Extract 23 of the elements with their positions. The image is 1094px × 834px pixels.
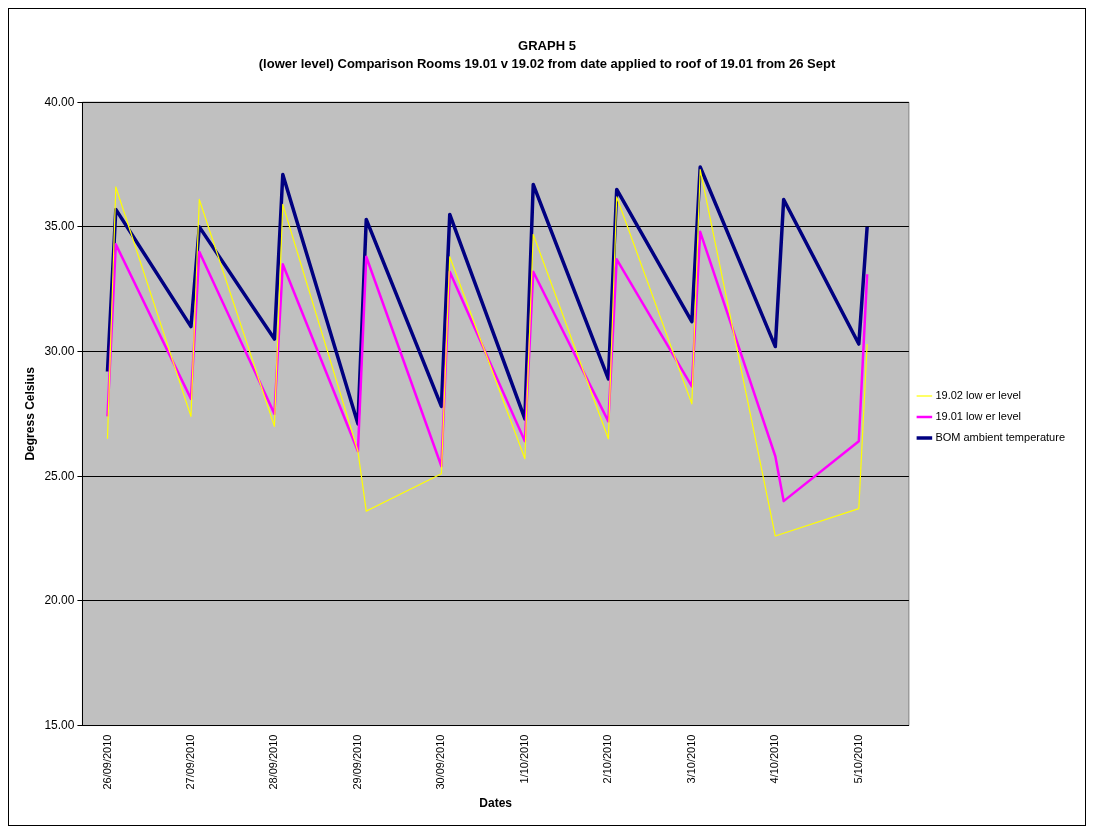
y-tick-label: 30.00 <box>44 343 75 358</box>
x-tick-label: 29/09/2010 <box>350 734 363 790</box>
y-tick-label: 35.00 <box>44 219 75 234</box>
x-tick-label: 28/09/2010 <box>267 734 280 790</box>
x-tick-label: 26/09/2010 <box>100 734 113 790</box>
x-tick-label: 1/10/2010 <box>517 734 530 784</box>
y-tick-label: 25.00 <box>44 468 75 483</box>
x-tick-label: 2/10/2010 <box>601 734 614 784</box>
x-tick-label: 4/10/2010 <box>768 734 781 784</box>
y-axis-title: Degress Celsius <box>22 366 37 461</box>
y-tick-label: 20.00 <box>44 593 75 608</box>
x-tick-label: 30/09/2010 <box>434 734 447 790</box>
chart-title: GRAPH 5 <box>518 38 576 54</box>
x-tick-label: 27/09/2010 <box>183 734 196 790</box>
y-tick-label: 40.00 <box>44 94 75 109</box>
legend-label: 19.02 low er level <box>935 389 1021 402</box>
legend-label: 19.01 low er level <box>935 410 1021 423</box>
legend-label: BOM ambient temperature <box>935 431 1066 444</box>
x-tick-label: 3/10/2010 <box>684 734 697 784</box>
x-axis-title: Dates <box>479 796 513 811</box>
chart-subtitle: (lower level) Comparison Rooms 19.01 v 19.02 from date applied to roof of 19.01 from 26 Sept <box>258 55 836 71</box>
x-tick-label: 5/10/2010 <box>851 734 864 784</box>
y-tick-label: 15.00 <box>44 717 75 732</box>
